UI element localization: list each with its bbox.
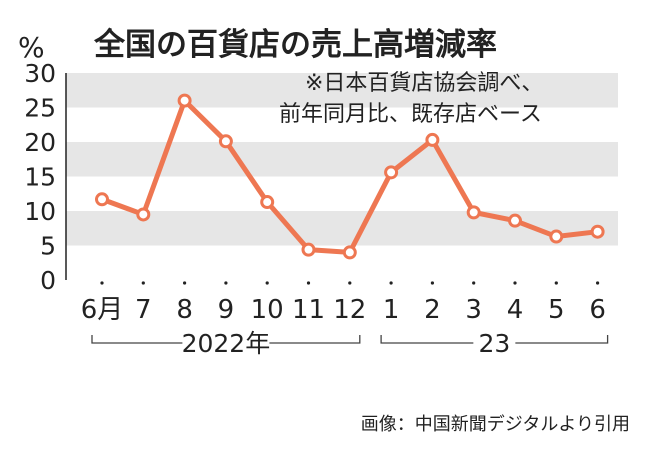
x-tick-label: 4 [507, 295, 524, 325]
x-tick-mark [265, 281, 269, 285]
data-point [136, 207, 151, 222]
data-point [301, 242, 316, 257]
y-axis: 0 5 10 15 20 25 30 [24, 59, 67, 295]
data-point [260, 195, 275, 210]
data-point [384, 165, 399, 180]
data-point [218, 134, 233, 149]
x-tick-label: 11 [292, 295, 325, 325]
x-tick-mark [513, 281, 517, 285]
x-tick-mark [183, 281, 187, 285]
year-group-label: 23 [478, 329, 510, 358]
year-group-label: 2022年 [182, 329, 271, 358]
x-tick-mark [472, 281, 476, 285]
series [95, 93, 605, 260]
y-tick-label: 10 [24, 197, 56, 226]
grid-band [66, 142, 618, 177]
x-tick-mark [554, 281, 558, 285]
x-tick-mark [224, 281, 228, 285]
x-tick-mark [430, 281, 434, 285]
year-bracket-left [91, 335, 183, 344]
data-point [590, 224, 605, 239]
data-point [549, 229, 564, 244]
data-point [425, 132, 440, 147]
x-tick-label: 8 [176, 295, 193, 325]
grid-band [66, 211, 618, 246]
unit-label: % [18, 31, 45, 64]
y-tick-label: 15 [24, 163, 56, 192]
chart-title: 全国の百貨店の売上高増減率 [93, 27, 497, 63]
x-tick-mark [389, 281, 393, 285]
y-tick-label: 30 [24, 59, 56, 88]
x-tick-label: 6月 [81, 295, 124, 325]
data-point [466, 205, 481, 220]
x-tick-label: 1 [383, 295, 400, 325]
x-tick-mark [306, 281, 311, 285]
data-point [177, 93, 192, 108]
x-tick-label: 12 [333, 295, 366, 325]
x-tick-label: 3 [465, 295, 482, 325]
year-bracket-left [380, 335, 474, 344]
y-tick-label: 5 [40, 232, 56, 261]
x-tick-label: 5 [548, 295, 565, 325]
year-bracket-right [515, 335, 609, 344]
x-tick-label: 2 [424, 295, 441, 325]
year-bracket-right [269, 335, 361, 344]
x-tick-label: 7 [135, 295, 152, 325]
x-tick-mark [100, 281, 104, 285]
grid-band [66, 73, 618, 108]
y-tick-label: 20 [24, 128, 56, 157]
x-tick-label: 9 [218, 295, 235, 325]
x-axis: 6月 7 8 9 10 11 12 1 2 3 4 5 6 [81, 281, 606, 325]
x-tick-label: 10 [251, 295, 284, 325]
x-tick-mark [596, 281, 600, 285]
x-tick-label: 6 [589, 295, 606, 325]
data-point [95, 192, 109, 207]
y-tick-label: 25 [24, 94, 56, 123]
year-groups: 2022年 23 [91, 329, 609, 358]
source-note-line-1: ※日本百貨店協会調べ、 [305, 71, 543, 96]
x-tick-mark [141, 281, 145, 285]
x-tick-mark [348, 281, 352, 285]
image-credit: 画像：中国新聞デジタルより引用 [360, 414, 630, 435]
data-point [508, 213, 522, 228]
y-tick-label: 0 [40, 266, 56, 295]
grid-bands [66, 73, 618, 246]
data-point [342, 245, 357, 260]
source-note-line-2: 前年同月比、既存店ベース [279, 102, 542, 127]
